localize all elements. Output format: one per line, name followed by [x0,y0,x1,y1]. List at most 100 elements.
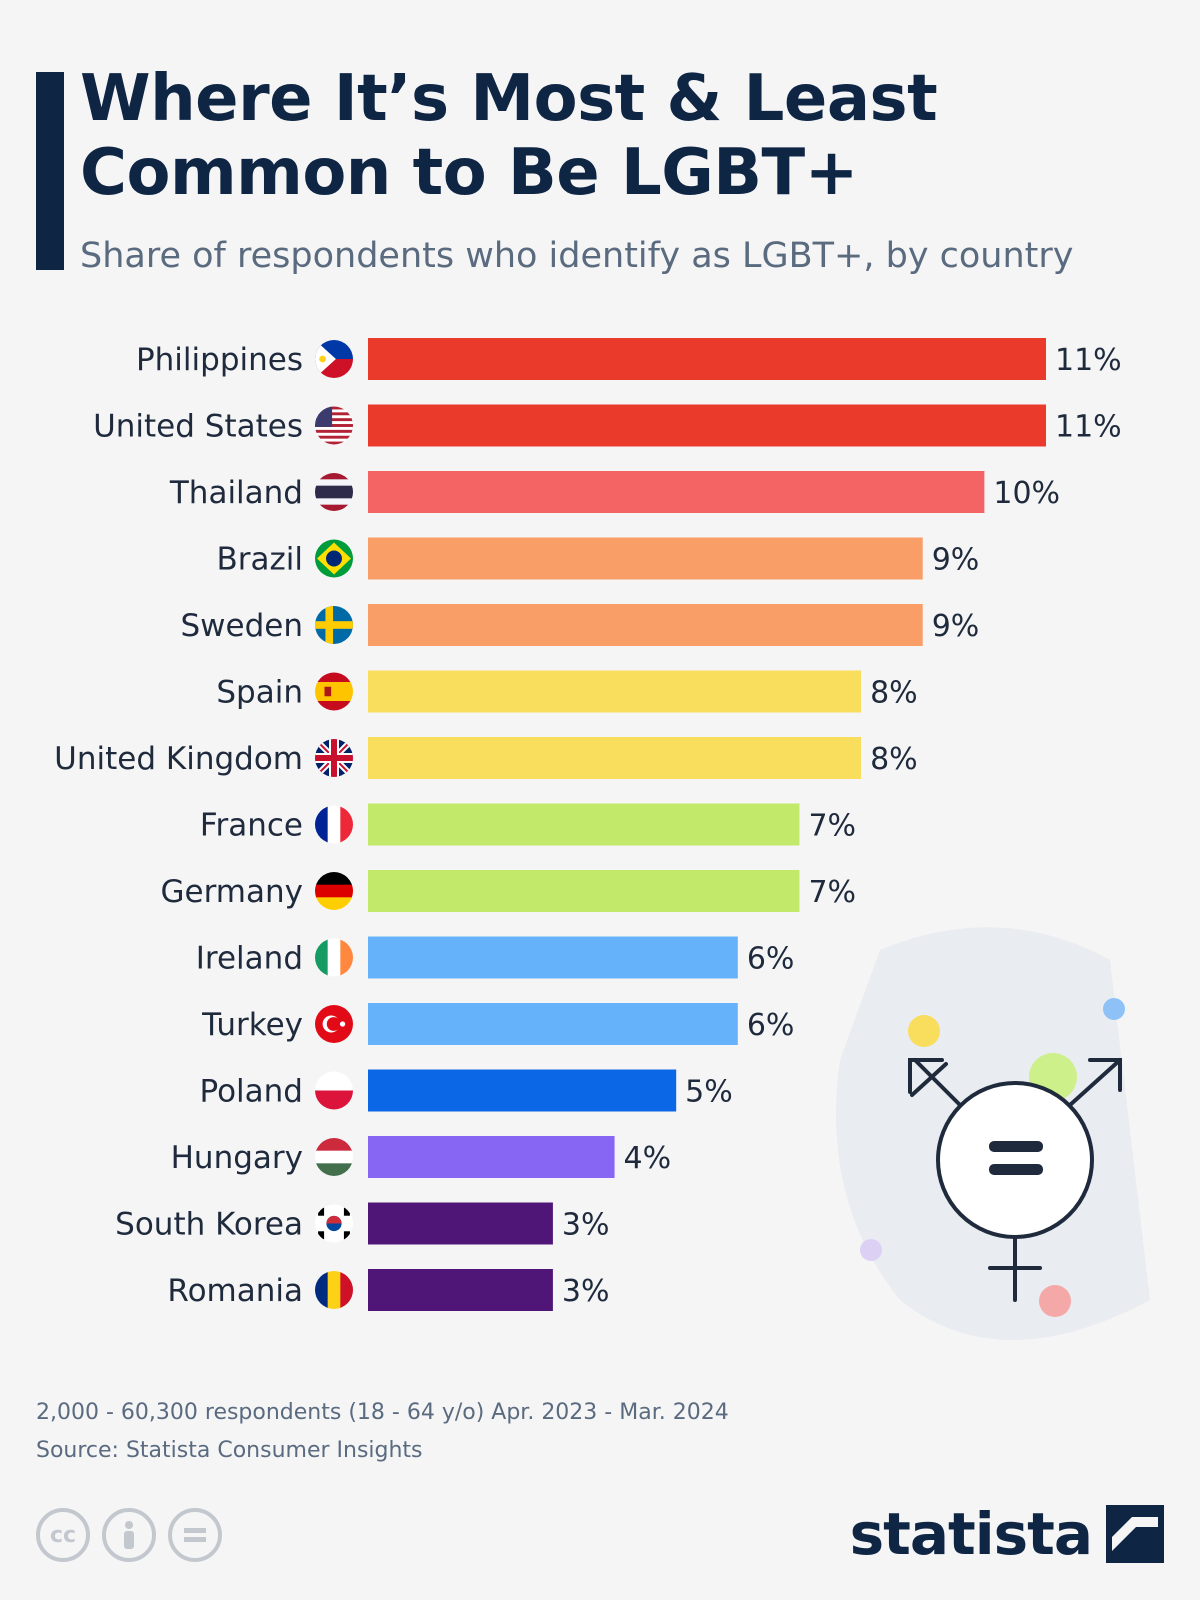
bar-row: United States 11% [93,404,1122,447]
category-label: France [200,808,303,844]
equals-bar-bottom [989,1164,1043,1175]
respondents-note: 2,000 - 60,300 respondents (18 - 64 y/o)… [36,1400,729,1425]
bar-row: Ireland 6% [196,936,795,979]
equals-bar-top [989,1141,1043,1152]
bar[interactable] [368,1202,553,1245]
bar[interactable] [368,737,862,779]
title-accent-bar [36,72,64,270]
bar-row: Poland 5% [200,1069,733,1112]
bar[interactable] [368,1269,553,1311]
value-label: 11% [1055,410,1122,445]
value-label: 5% [685,1075,733,1110]
category-label: Thailand [169,475,303,511]
license-icons: cc [36,1508,222,1562]
value-label: 8% [870,742,918,777]
category-label: Turkey [201,1007,303,1043]
value-label: 4% [624,1141,672,1176]
value-label: 3% [562,1208,610,1243]
category-label: United States [93,409,303,445]
value-label: 7% [808,809,856,844]
bar-row: United Kingdom 8% [54,737,918,779]
bar[interactable] [368,1003,738,1045]
bar-row: Hungary 4% [171,1136,672,1178]
brand-name: statista [849,1500,1093,1568]
bar[interactable] [368,404,1046,447]
attribution-icon[interactable] [102,1508,156,1562]
bar-row: Brazil 9% [216,537,980,580]
bar-row: Philippines 11% [136,338,1122,380]
category-label: Poland [200,1074,304,1110]
bar[interactable] [368,803,800,846]
bar[interactable] [368,604,923,646]
person-icon [124,1521,134,1549]
value-label: 3% [562,1274,610,1309]
purple-dot-icon [860,1239,882,1261]
category-label: Spain [216,675,303,711]
ireland-flag-icon [315,938,353,977]
france-flag-icon [315,805,353,844]
transgender-symbol-icon [908,1058,1122,1302]
brazil-flag-icon [315,539,353,578]
bar-row: Sweden 9% [180,604,979,646]
bar[interactable] [368,537,923,580]
spain-flag-icon [315,672,353,711]
bar[interactable] [368,338,1046,380]
value-label: 9% [932,609,980,644]
value-label: 6% [747,1008,795,1043]
subtitle: Share of respondents who identify as LGB… [80,236,1074,276]
category-label: Sweden [180,608,303,644]
category-label: Hungary [171,1140,303,1176]
category-label: South Korea [115,1207,303,1243]
source-note: Source: Statista Consumer Insights [36,1438,423,1463]
bar-row: France 7% [200,803,856,846]
united-states-flag-icon [315,406,353,445]
title-line-1: Where It’s Most & Least [80,62,938,136]
bar[interactable] [368,670,862,713]
cc-icon[interactable]: cc [36,1508,90,1562]
bar-row: Thailand 10% [169,471,1060,513]
germany-flag-icon [315,872,353,910]
hungary-flag-icon [315,1138,353,1176]
thailand-flag-icon [315,473,353,511]
bar-row: Turkey 6% [201,1003,794,1045]
turkey-flag-icon [315,1005,353,1043]
bar-row: Romania 3% [167,1269,610,1311]
pink-dot-icon [1039,1285,1071,1317]
category-label: Ireland [196,941,303,977]
value-label: 10% [993,476,1060,511]
romania-flag-icon [315,1271,353,1309]
bar[interactable] [368,870,800,912]
united-kingdom-flag-icon [315,739,353,777]
statista-logo[interactable]: statista [850,1500,1164,1568]
blue-dot-icon [1103,998,1125,1020]
bar-row: South Korea 3% [115,1202,610,1245]
value-label: 7% [808,875,856,910]
category-label: United Kingdom [54,741,303,777]
no-derivatives-icon[interactable] [168,1508,222,1562]
yellow-dot-icon [908,1015,940,1047]
category-label: Romania [167,1273,303,1309]
poland-flag-icon [315,1071,353,1110]
bar[interactable] [368,471,985,513]
equals-icon [184,1528,206,1542]
sweden-flag-icon [315,606,353,644]
gender-equality-illustration [836,927,1150,1340]
page-title: Where It’s Most & Least Common to Be LGB… [80,62,938,210]
bar[interactable] [368,1136,615,1178]
value-label: 11% [1055,343,1122,378]
category-label: Brazil [216,542,303,578]
category-label: Philippines [136,342,303,378]
philippines-flag-icon [315,340,353,378]
bar[interactable] [368,1069,677,1112]
bar-row: Spain 8% [216,670,918,713]
bar-chart: Philippines 11% United States 11% Thailand 10… [54,338,1150,1340]
value-label: 9% [932,543,980,578]
statista-logo-icon [1106,1505,1164,1563]
bar-row: Germany 7% [161,870,856,912]
value-label: 8% [870,676,918,711]
category-label: Germany [161,874,303,910]
bar[interactable] [368,936,738,979]
title-line-2: Common to Be LGBT+ [80,136,858,210]
south-korea-flag-icon [315,1204,353,1243]
value-label: 6% [747,942,795,977]
